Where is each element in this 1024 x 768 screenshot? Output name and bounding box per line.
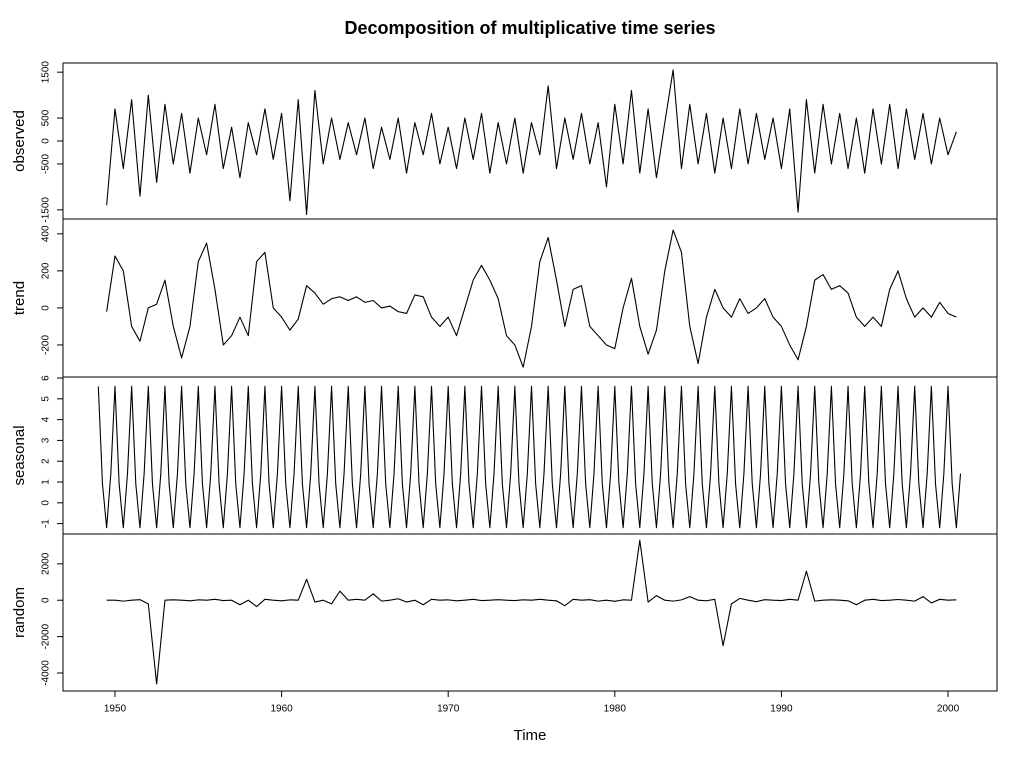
y-tick-label: -1500 — [41, 197, 52, 223]
y-tick-label: -4000 — [41, 660, 52, 686]
y-tick-label: -1 — [41, 519, 52, 528]
series-line — [106, 539, 957, 685]
x-tick-label: 1980 — [604, 704, 627, 715]
y-tick-label: -500 — [41, 153, 52, 173]
x-tick-label: 1970 — [437, 704, 460, 715]
y-tick-label: 1 — [41, 479, 52, 485]
y-tick-label: 4 — [41, 416, 52, 422]
x-tick-label: 1990 — [770, 704, 793, 715]
panel-frame — [62, 533, 998, 692]
chart-title: Decomposition of multiplicative time ser… — [344, 18, 715, 38]
y-tick-label: 6 — [41, 375, 52, 381]
y-tick-label: 0 — [41, 138, 52, 144]
y-tick-label: -200 — [41, 335, 52, 355]
y-tick-label: 0 — [41, 305, 52, 311]
y-tick-label: 200 — [41, 262, 52, 279]
y-tick-label: 400 — [41, 225, 52, 242]
y-axis-label: trend — [11, 281, 28, 315]
y-tick-label: 2 — [41, 458, 52, 464]
panel-frame — [62, 218, 998, 378]
x-tick-label: 1960 — [270, 704, 293, 715]
y-tick-label: 2000 — [41, 552, 52, 575]
y-tick-label: -2000 — [41, 623, 52, 649]
series-line — [106, 69, 957, 215]
y-tick-label: 0 — [41, 500, 52, 506]
series-line — [97, 385, 962, 529]
y-tick-label: 0 — [41, 597, 52, 603]
y-tick-label: 5 — [41, 396, 52, 402]
series-line — [106, 229, 957, 368]
y-axis-label: random — [11, 587, 28, 638]
x-tick-label: 2000 — [937, 704, 960, 715]
x-axis-label: Time — [514, 727, 547, 744]
panel-frame — [62, 376, 998, 535]
y-tick-label: 1500 — [41, 61, 52, 84]
y-tick-label: 3 — [41, 437, 52, 443]
y-axis-label: seasonal — [11, 425, 28, 485]
y-axis-label: observed — [11, 110, 28, 172]
x-tick-label: 1950 — [104, 704, 127, 715]
y-tick-label: 500 — [41, 109, 52, 126]
